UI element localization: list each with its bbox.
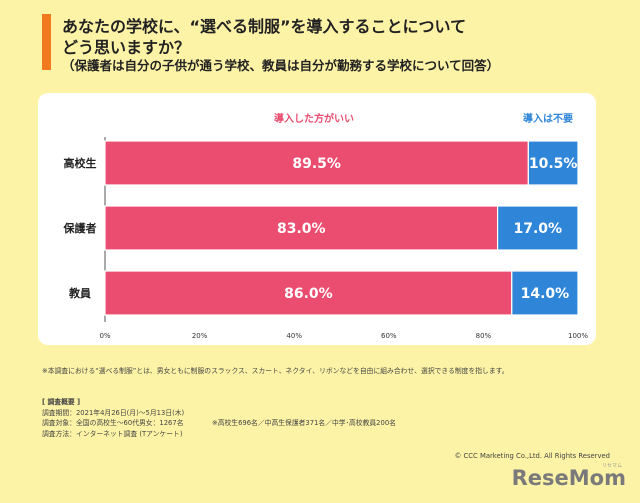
survey-period: 調査期間：2021年4月26日(月)〜5月13日(木) (42, 408, 185, 417)
value-label-no-2: 14.0% (521, 286, 570, 302)
value-label-no-1: 17.0% (514, 221, 563, 237)
survey-target-detail: ※高校生696名／中高生保護者371名／中学･高校教員200名 (212, 419, 396, 427)
value-label-yes-1: 83.0% (277, 221, 326, 237)
survey-heading: [ 調査概要 ] (42, 398, 81, 406)
category-label-0: 高校生 (64, 156, 97, 170)
legend-yes: 導入した方がいい (274, 114, 354, 125)
bar-no-1 (496, 205, 579, 251)
category-label-2: 教員 (68, 286, 91, 300)
survey-target: 調査対象：全国の高校生〜60代男女：1267名 (42, 419, 184, 427)
value-label-yes-2: 86.0% (284, 286, 333, 302)
x-tick-label-0: 0% (99, 332, 110, 340)
legend-no: 導入は不要 (523, 114, 573, 125)
logo-subtext: リセマム (601, 463, 622, 469)
bar-no-2 (511, 270, 579, 316)
title-accent-bar (42, 14, 51, 70)
x-tick-label-5: 100% (568, 332, 588, 340)
category-label-1: 保護者 (63, 221, 97, 235)
footnote: ※本調査における“選べる制服”とは、男女ともに制服のスラックス、スカート、ネクタ… (42, 367, 509, 375)
survey-method: 調査方法：インターネット調査 (Tアンケート) (42, 429, 183, 438)
x-tick-label-1: 20% (192, 332, 208, 340)
survey-overview: [ 調査概要 ] 調査期間：2021年4月26日(月)〜5月13日(木) 調査対… (42, 397, 396, 439)
x-tick-label-3: 60% (381, 332, 397, 340)
resemom-logo: ReseMom (511, 466, 626, 490)
bar-no-0 (527, 140, 579, 186)
bar-yes-1 (104, 205, 499, 251)
chart-subtitle: （保護者は自分の子供が通う学校、教員は自分が勤務する学校について回答） (62, 58, 500, 73)
x-tick-label-2: 40% (286, 332, 302, 340)
chart-title-line-1: あなたの学校に、“選べる制服”を導入することについて (62, 17, 467, 36)
chart-title-line-2: どう思いますか？ (62, 38, 191, 57)
copyright: © CCC Marketing Co.,Ltd. All Rights Rese… (454, 452, 610, 460)
x-tick-label-4: 80% (476, 332, 492, 340)
value-label-no-0: 10.5% (529, 156, 578, 172)
value-label-yes-0: 89.5% (292, 156, 341, 172)
